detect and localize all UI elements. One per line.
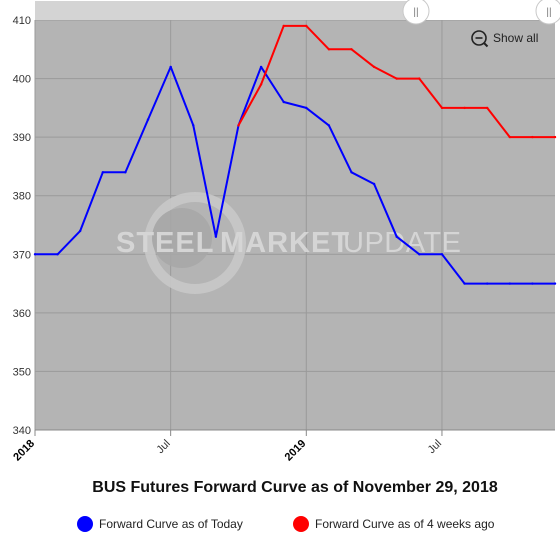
watermark-word-market: MARKET — [220, 227, 350, 259]
legend-item-today[interactable]: Forward Curve as of Today — [77, 516, 243, 532]
data-point[interactable] — [305, 106, 308, 110]
x-tick-label: 2018 — [11, 438, 37, 464]
data-point[interactable] — [553, 282, 557, 285]
data-point[interactable] — [305, 24, 308, 28]
data-point[interactable] — [531, 282, 534, 285]
legend-label-4-weeks-ago: Forward Curve as of 4 weeks ago — [315, 517, 495, 531]
data-point[interactable] — [508, 282, 511, 285]
data-point[interactable] — [169, 65, 172, 69]
legend-item-4-weeks-ago[interactable]: Forward Curve as of 4 weeks ago — [293, 516, 495, 532]
x-axis: 2018 Jul 2019 Jul — [11, 430, 444, 463]
plot-border — [34, 20, 555, 431]
series-layer — [33, 24, 557, 285]
data-point[interactable] — [237, 124, 240, 127]
y-tick-label: 380 — [13, 191, 31, 203]
data-point[interactable] — [372, 182, 376, 186]
x-tick-label: Jul — [426, 438, 444, 456]
data-point[interactable] — [146, 118, 150, 121]
data-point[interactable] — [395, 77, 398, 80]
watermark-logo-ring — [144, 192, 246, 294]
handle-grip-icon: || — [546, 7, 551, 18]
plot-area — [35, 20, 555, 430]
data-point[interactable] — [508, 135, 511, 139]
x-tick-label: Jul — [154, 438, 172, 456]
show-all-label[interactable]: Show all — [493, 31, 538, 45]
y-tick-label: 340 — [13, 425, 31, 437]
handle-grip-icon: || — [413, 7, 418, 18]
data-point[interactable] — [33, 253, 37, 256]
watermark-word-update: UPDATE — [343, 227, 461, 259]
data-point[interactable] — [418, 253, 421, 256]
data-point[interactable] — [327, 124, 331, 127]
zoom-out-icon — [471, 30, 489, 48]
data-point[interactable] — [282, 100, 285, 104]
x-tick-label: 2019 — [283, 438, 309, 464]
data-point[interactable] — [350, 48, 353, 51]
data-point[interactable] — [259, 65, 263, 69]
data-point[interactable] — [553, 135, 557, 139]
y-tick-label: 360 — [13, 308, 31, 320]
data-point[interactable] — [531, 135, 534, 139]
data-point[interactable] — [282, 24, 285, 28]
series-line-today[interactable] — [34, 65, 556, 285]
data-point[interactable] — [486, 106, 489, 110]
chart-title: BUS Futures Forward Curve as of November… — [92, 479, 498, 496]
data-point[interactable] — [418, 77, 421, 80]
watermark: STEEL MARKET UPDATE — [116, 192, 461, 294]
data-point[interactable] — [486, 282, 489, 285]
legend: Forward Curve as of Today Forward Curve … — [77, 516, 495, 532]
navigator-right-handle[interactable]: || — [535, 0, 560, 25]
data-point[interactable] — [327, 48, 331, 51]
y-tick-label: 390 — [13, 132, 31, 144]
y-axis: 340 350 360 370 380 390 400 410 — [13, 15, 31, 437]
legend-label-today: Forward Curve as of Today — [99, 517, 243, 531]
data-point[interactable] — [124, 171, 127, 174]
data-point[interactable] — [214, 235, 218, 238]
data-point[interactable] — [259, 83, 263, 86]
legend-marker-4-weeks-ago — [293, 516, 309, 532]
navigator-left-handle[interactable]: || — [402, 0, 430, 25]
data-point[interactable] — [350, 171, 353, 174]
navigator[interactable]: || || — [35, 0, 560, 25]
data-point[interactable] — [372, 65, 376, 69]
data-point[interactable] — [463, 106, 466, 110]
watermark-logo-core — [152, 208, 212, 268]
data-point[interactable] — [440, 253, 444, 256]
data-point[interactable] — [101, 171, 105, 174]
navigator-window[interactable] — [417, 1, 555, 20]
y-tick-label: 370 — [13, 249, 31, 261]
data-point[interactable] — [56, 253, 59, 256]
data-point[interactable] — [463, 282, 466, 285]
data-point[interactable] — [79, 229, 82, 233]
watermark-word-steel: STEEL — [116, 227, 214, 259]
legend-marker-today — [77, 516, 93, 532]
show-all-button[interactable]: Show all — [471, 30, 538, 48]
data-point[interactable] — [192, 124, 195, 127]
data-point[interactable] — [395, 235, 398, 238]
y-tick-label: 410 — [13, 15, 31, 27]
data-point[interactable] — [440, 106, 444, 110]
y-tick-label: 400 — [13, 74, 31, 86]
y-tick-label: 350 — [13, 366, 31, 378]
